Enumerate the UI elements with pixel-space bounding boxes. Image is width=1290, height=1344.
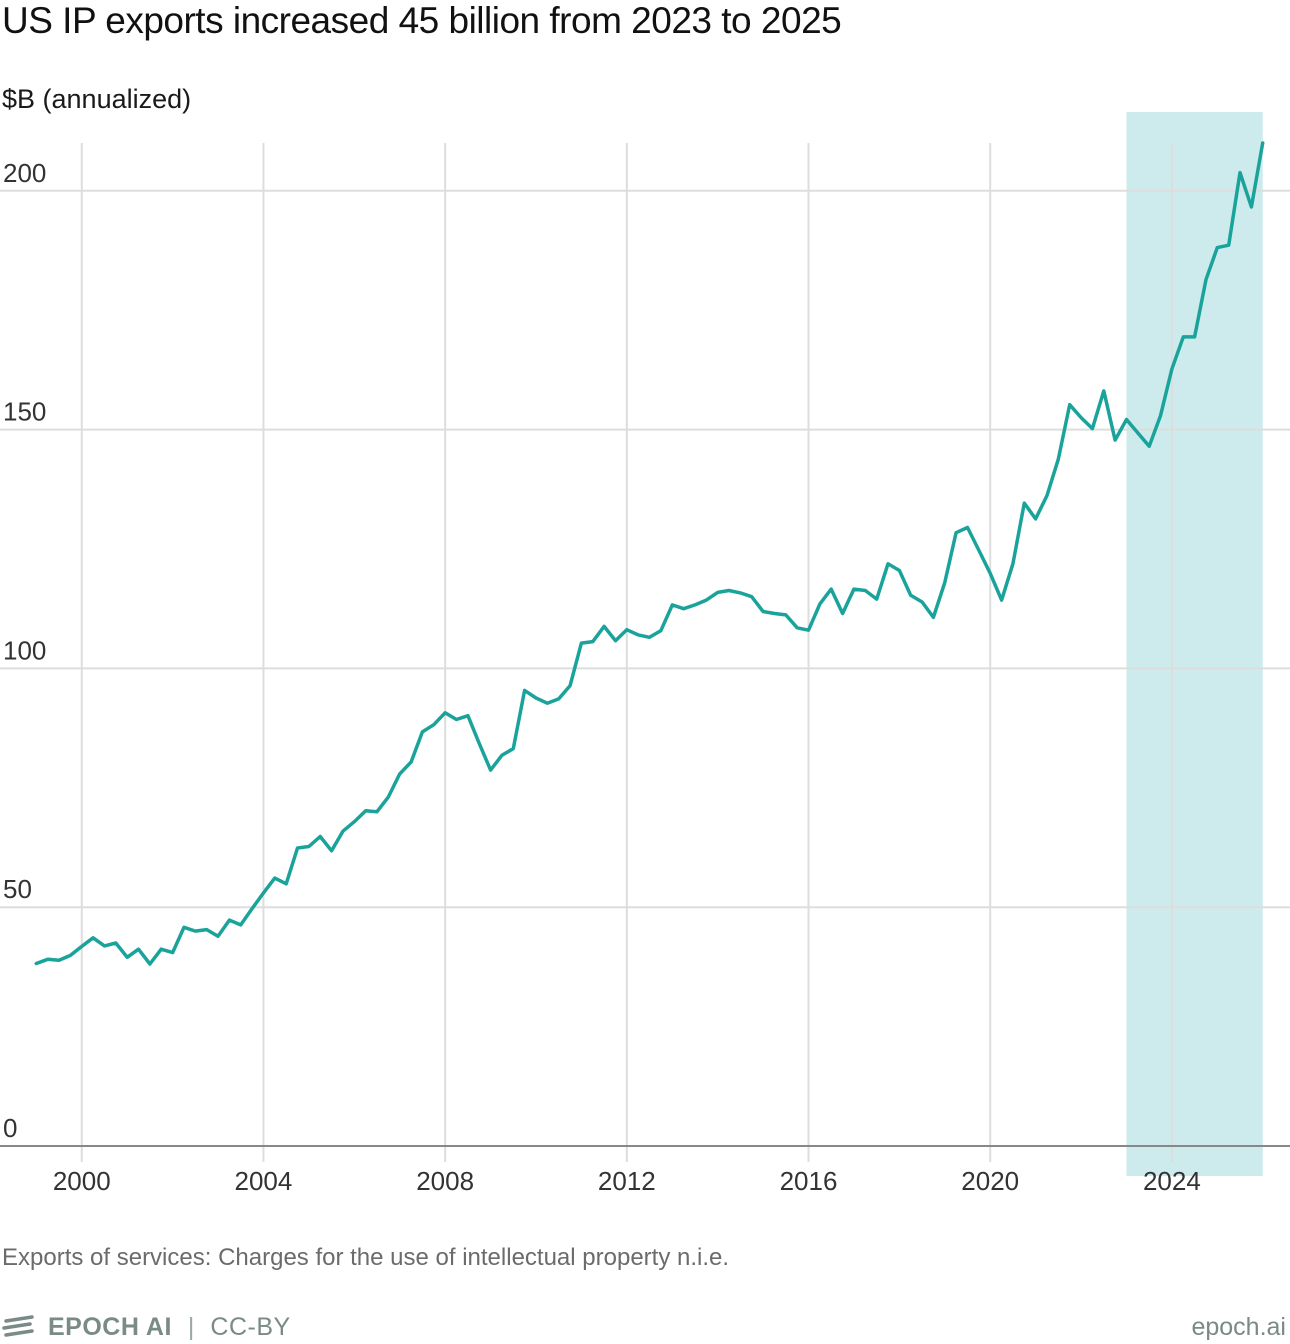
- highlight-layer: [1126, 112, 1263, 1176]
- y-tick-label: 200: [3, 158, 46, 188]
- footer: EPOCH AI | CC-BY: [2, 1310, 291, 1344]
- epoch-logo-icon: [2, 1315, 34, 1337]
- y-tick-label: 50: [3, 874, 32, 904]
- line-chart: 0 50 100 150 200 2000 2004 2008 2012 2016 2020 2024: [0, 112, 1290, 1196]
- y-tick-label: 100: [3, 635, 46, 665]
- x-tick-label: 2020: [961, 1166, 1019, 1196]
- series-line: [34, 141, 1265, 966]
- x-tick-label: 2024: [1143, 1166, 1201, 1196]
- brand-name: EPOCH AI: [48, 1312, 172, 1341]
- y-tick-label: 150: [3, 397, 46, 427]
- license-label: CC-BY: [210, 1312, 291, 1341]
- y-tick-label: 0: [3, 1113, 17, 1143]
- highlight-band: [1126, 112, 1263, 1176]
- grid-layer: [0, 143, 1290, 1162]
- y-axis-unit-label: $B (annualized): [2, 84, 192, 114]
- chart-caption: Exports of services: Charges for the use…: [2, 1244, 730, 1271]
- x-tick-label: 2012: [598, 1166, 656, 1196]
- axis-layer: 0 50 100 150 200 2000 2004 2008 2012 2016 2020 2024: [0, 158, 1290, 1196]
- x-tick-label: 2004: [235, 1166, 293, 1196]
- series-layer: [34, 141, 1265, 966]
- site-link[interactable]: epoch.ai: [1191, 1312, 1286, 1341]
- x-tick-label: 2000: [53, 1166, 111, 1196]
- chart-title: US IP exports increased 45 billion from …: [2, 0, 842, 41]
- x-tick-label: 2016: [780, 1166, 838, 1196]
- footer-separator: |: [187, 1312, 195, 1341]
- x-tick-label: 2008: [416, 1166, 474, 1196]
